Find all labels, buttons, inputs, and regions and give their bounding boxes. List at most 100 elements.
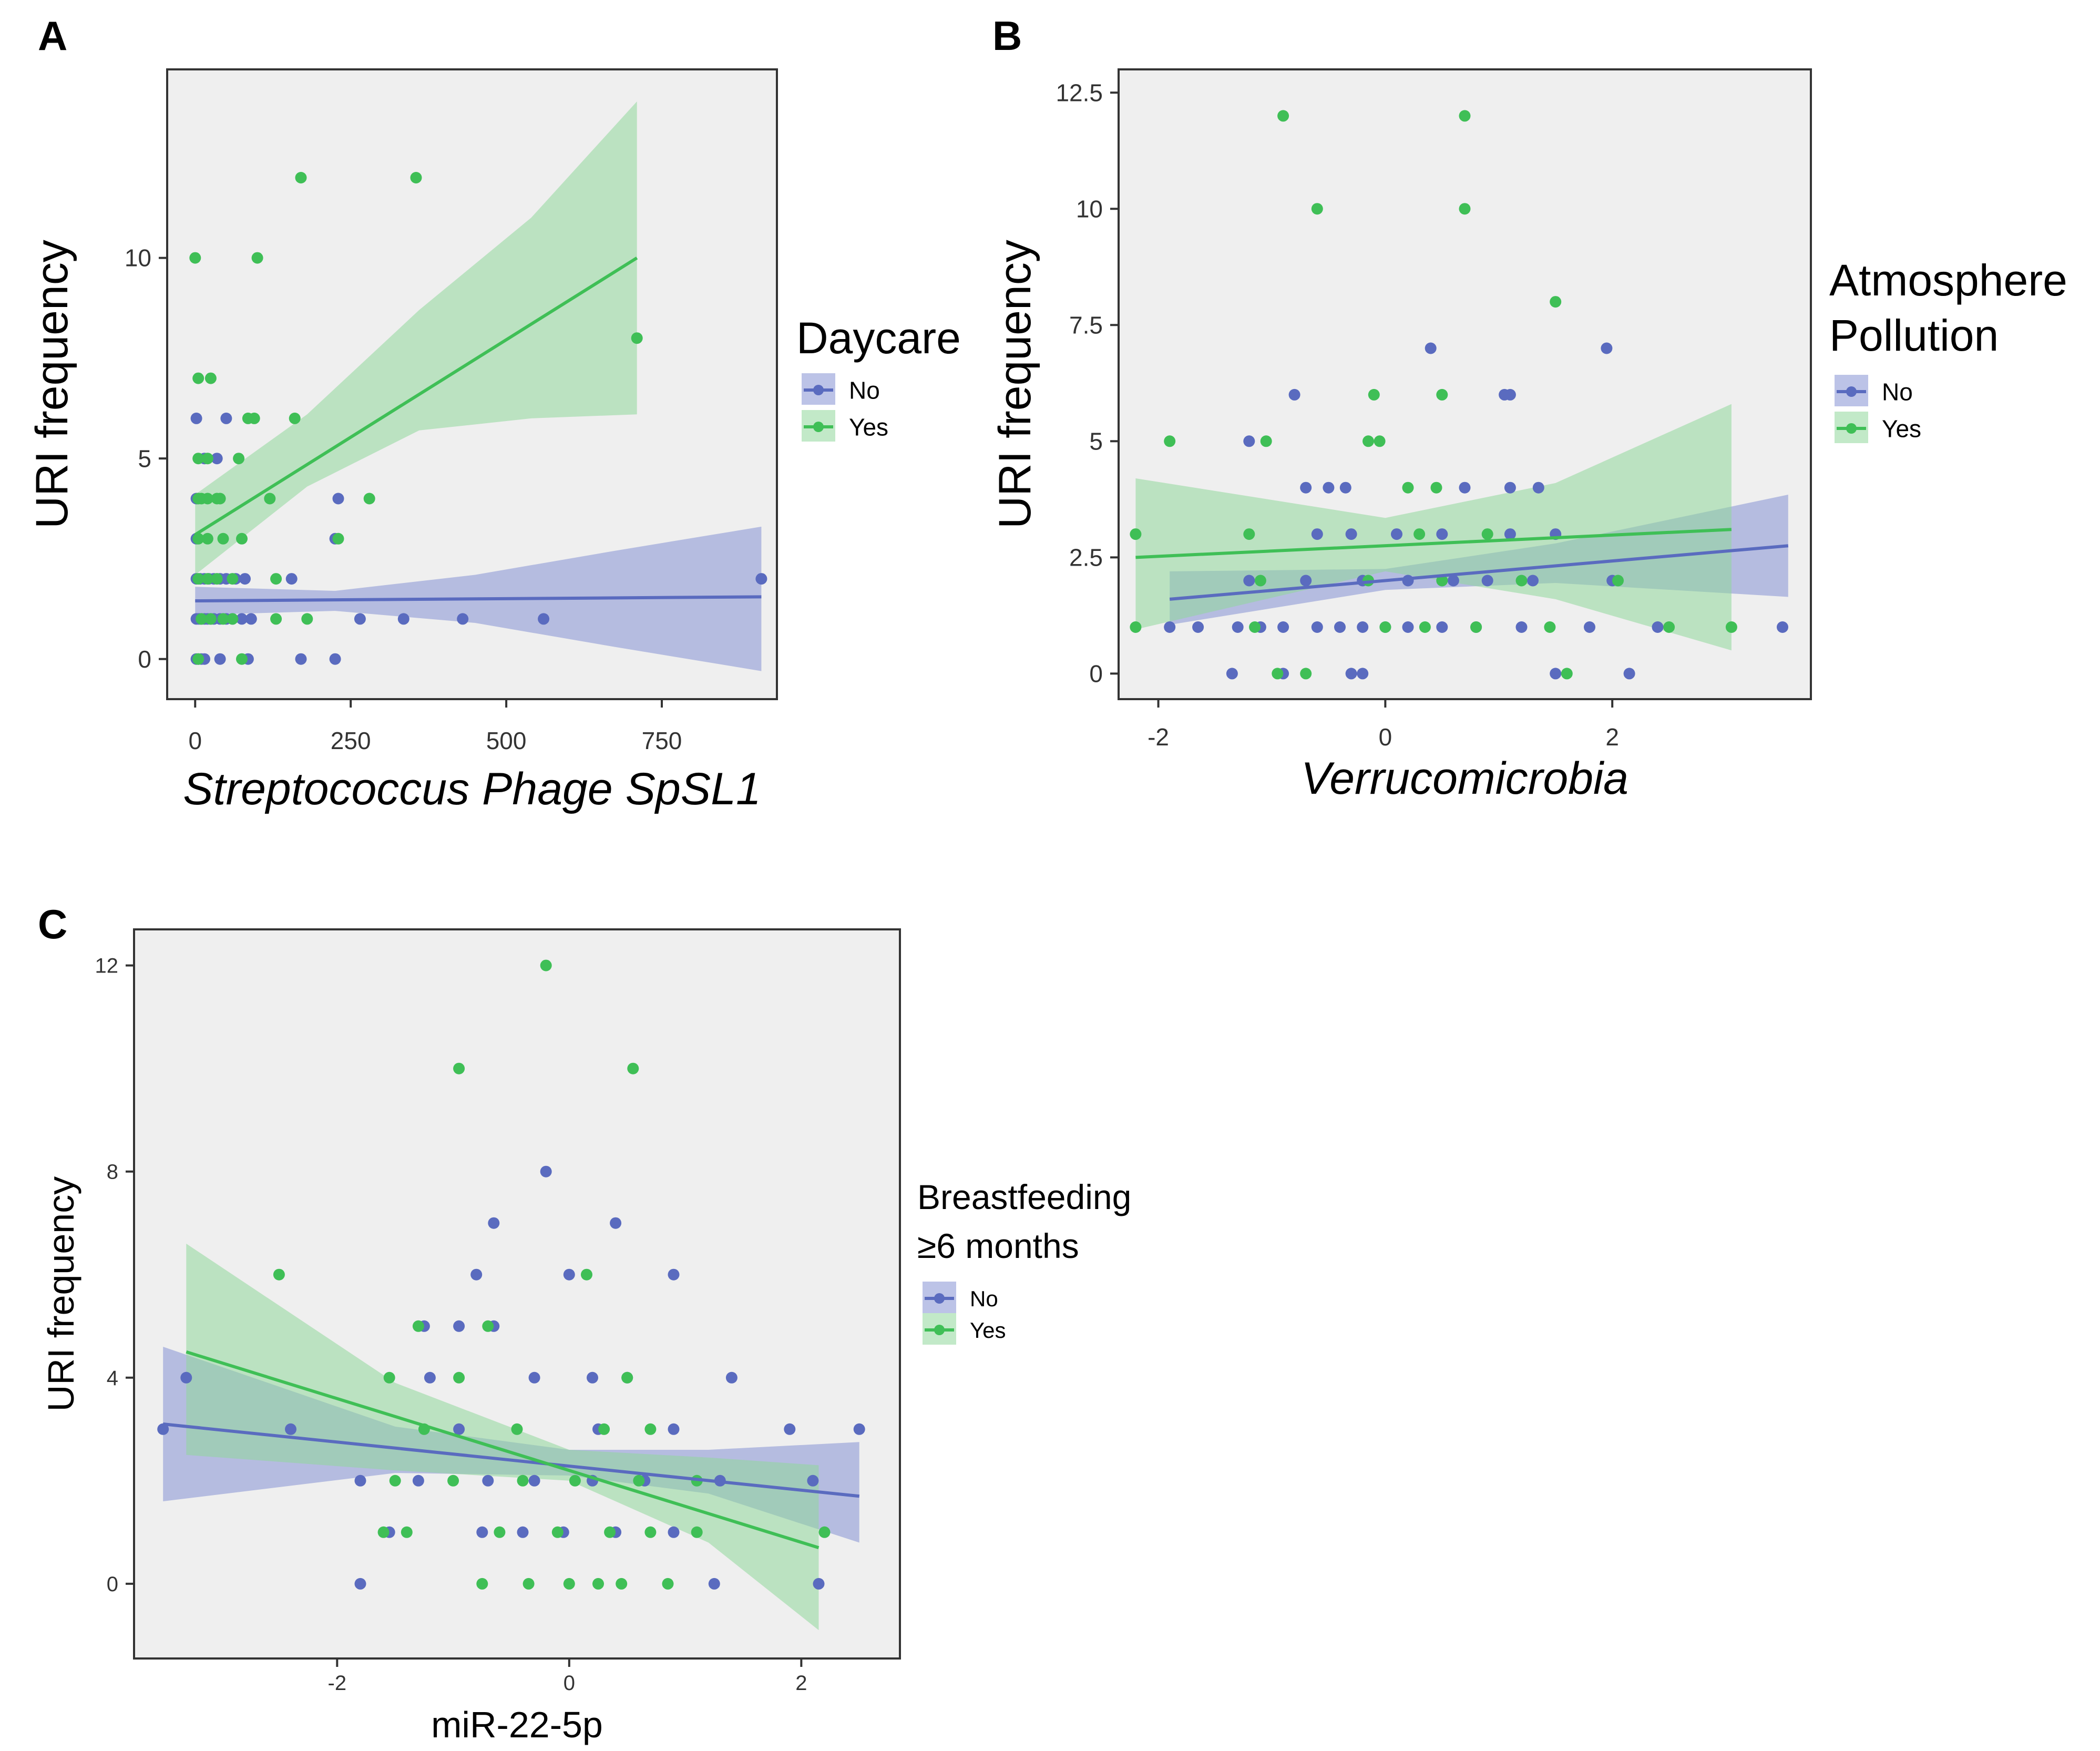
data-point-no [1652, 621, 1664, 633]
data-point-no [1243, 435, 1255, 447]
data-point-yes [301, 613, 313, 625]
data-point-no [1300, 482, 1312, 494]
data-point-yes [192, 453, 204, 465]
data-point-yes [201, 533, 213, 545]
legend-key-point [934, 1293, 945, 1304]
data-point-yes [604, 1526, 616, 1538]
data-point-no [1345, 668, 1357, 680]
data-point-no [1504, 388, 1516, 401]
x-tick-label: 250 [331, 727, 371, 754]
data-point-yes [447, 1474, 459, 1487]
y-tick-label: 5 [1089, 427, 1103, 455]
data-point-no [236, 613, 248, 625]
data-point-yes [204, 613, 217, 625]
data-point-no [540, 1165, 552, 1177]
data-point-yes [1436, 388, 1448, 401]
legend-title: Atmosphere [1829, 255, 2067, 305]
legend-title: Pollution [1829, 311, 1999, 360]
data-point-yes [1550, 296, 1562, 308]
legend-label: Yes [1882, 415, 1921, 443]
data-point-yes [273, 1268, 285, 1281]
data-point-yes [621, 1371, 633, 1384]
data-point-no [1277, 621, 1289, 633]
data-point-yes [227, 573, 239, 585]
data-point-yes [1363, 435, 1374, 447]
data-point-yes [201, 573, 213, 585]
data-point-no [453, 1423, 465, 1435]
data-point-no [1311, 621, 1323, 633]
data-point-yes [1130, 621, 1142, 633]
data-point-yes [476, 1578, 488, 1590]
data-point-yes [236, 653, 248, 665]
data-point-yes [214, 493, 226, 505]
data-point-no [470, 1268, 483, 1281]
plot-content [189, 101, 767, 671]
data-point-no [1436, 528, 1448, 540]
legend-key-point [1846, 423, 1857, 434]
data-point-yes [1725, 621, 1737, 633]
data-point-no [180, 1371, 192, 1384]
data-point-no [528, 1474, 540, 1487]
data-point-yes [401, 1526, 413, 1538]
data-point-yes [201, 453, 213, 465]
data-point-no [457, 613, 469, 625]
data-point-no [1532, 482, 1544, 494]
data-point-yes [551, 1526, 564, 1538]
data-point-yes [592, 1578, 604, 1590]
data-point-no [1459, 482, 1471, 494]
data-point-no [668, 1268, 680, 1281]
panel-a: A 0 250 500 750 0 5 10 Streptococcus Phage SpSL1… [27, 13, 961, 814]
data-point-no [784, 1423, 796, 1435]
fit-line-no [195, 595, 762, 603]
data-point-yes [412, 1320, 424, 1332]
data-point-yes [1481, 528, 1493, 540]
data-point-yes [631, 332, 643, 344]
data-point-no [1436, 621, 1448, 633]
x-tick-label: 0 [564, 1672, 575, 1695]
data-point-no [587, 1371, 598, 1384]
data-point-yes [662, 1578, 674, 1590]
data-point-yes [494, 1526, 506, 1538]
data-point-no [1311, 528, 1323, 540]
data-point-yes [1277, 110, 1289, 122]
data-point-yes [1663, 621, 1675, 633]
data-point-yes [410, 172, 422, 183]
data-point-yes [616, 1578, 628, 1590]
data-point-no [725, 1371, 737, 1384]
data-point-yes [627, 1062, 639, 1074]
data-point-yes [189, 252, 201, 264]
confidence-band-yes [195, 101, 637, 575]
data-point-no [1357, 621, 1369, 633]
data-point-yes [482, 1320, 494, 1332]
y-tick-label: 12 [95, 955, 119, 978]
x-tick-label: 750 [642, 727, 682, 754]
y-axis-title: URI frequency [27, 240, 77, 529]
data-point-no [1345, 528, 1357, 540]
legend-key-point [813, 422, 824, 432]
data-point-yes [1459, 110, 1471, 122]
data-point-yes [270, 573, 282, 585]
data-point-yes [217, 613, 229, 625]
data-point-yes [1419, 621, 1431, 633]
data-point-yes [192, 573, 204, 585]
data-point-no [424, 1371, 436, 1384]
data-point-yes [523, 1578, 535, 1590]
data-point-yes [227, 613, 239, 625]
data-point-yes [644, 1423, 657, 1435]
x-tick-label: 0 [1379, 723, 1392, 751]
data-point-no [239, 573, 251, 585]
data-point-yes [581, 1268, 592, 1281]
data-point-no [295, 653, 307, 665]
data-point-yes [453, 1371, 465, 1384]
x-axis-title: miR-22-5p [431, 1704, 603, 1745]
legend-label: Yes [970, 1318, 1006, 1343]
legend-key-point [1846, 386, 1857, 397]
data-point-no [1300, 575, 1312, 587]
data-point-yes [192, 653, 204, 665]
legend: Daycare No Yes [796, 313, 961, 442]
data-point-yes [633, 1474, 645, 1487]
y-tick-label: 12.5 [1056, 79, 1103, 106]
plot-content [157, 959, 865, 1631]
data-point-yes [540, 959, 552, 971]
data-point-no [1402, 575, 1414, 587]
